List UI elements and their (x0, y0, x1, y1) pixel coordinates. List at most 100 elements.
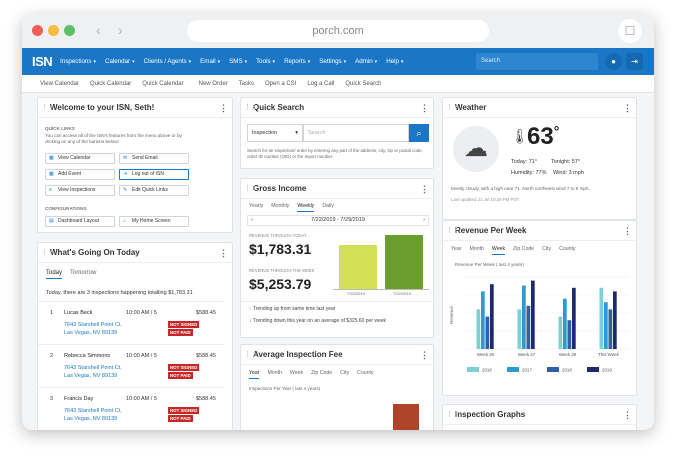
panel-menu-icon[interactable]: ⋮ (219, 103, 228, 113)
layout-icon: ▤ (49, 218, 54, 224)
subnav-quick-search[interactable]: Quick Search (345, 80, 382, 87)
nav-inspections[interactable]: Inspections ▾ (60, 58, 96, 65)
date-range-selector[interactable]: ‹ 7/22/2019 - 7/29/2019 › (247, 215, 429, 226)
nav-admin[interactable]: Admin ▾ (355, 58, 378, 65)
view-calendar-button[interactable]: ▦ View Calendar (45, 153, 115, 164)
tab-city[interactable]: City (340, 370, 350, 376)
subnav-new-order[interactable]: New Order (198, 80, 228, 87)
subnav-log-call[interactable]: Log a Call (307, 80, 335, 87)
quick-search-input[interactable]: Search (303, 124, 409, 142)
tab-month[interactable]: Month (267, 370, 282, 376)
address-link[interactable]: 7643 Starshell Point Ct, (64, 408, 122, 414)
revenue-week-value: $5,253.79 (249, 276, 312, 292)
tab-year[interactable]: Year (249, 370, 260, 379)
tab-zip-code[interactable]: Zip Code (311, 370, 333, 376)
table-row[interactable]: 3 Francis Day 10:00 AM / 5 $588.45 7643 … (38, 387, 224, 429)
chart-bar (490, 284, 494, 349)
chart-bar (572, 287, 576, 349)
table-row[interactable]: 2 Rebecca Simmons 10:00 AM / 5 $588.45 7… (38, 344, 224, 386)
weather-description: Mostly cloudy, with a high near 71. Nort… (451, 186, 590, 191)
dashboard-layout-button[interactable]: ▤ Dashboard Layout (45, 216, 115, 227)
panel-menu-icon[interactable]: ⋮ (623, 226, 632, 236)
panel-menu-icon[interactable]: ⋮ (219, 248, 228, 258)
chat-icon[interactable]: ● (605, 53, 622, 70)
chart-bar (517, 309, 522, 349)
nav-calendar[interactable]: Calendar ▾ (105, 58, 135, 65)
tab-daily[interactable]: Daily (322, 203, 334, 209)
nav-email[interactable]: Email ▾ (200, 58, 221, 65)
panel-menu-icon[interactable]: ⋮ (623, 103, 632, 113)
tab-county[interactable]: County (559, 246, 576, 252)
tab-year[interactable]: Year (451, 246, 462, 252)
address-link-city[interactable]: Las Vegas, NV 89139 (64, 416, 118, 422)
address-link-city[interactable]: Las Vegas, NV 89139 (64, 373, 118, 379)
maximize-window-button[interactable] (64, 25, 75, 36)
panel-menu-icon[interactable]: ⋮ (420, 184, 429, 194)
address-link[interactable]: 7643 Starshell Point Ct, (64, 322, 122, 328)
send-email-button[interactable]: ✉ Send Email (119, 153, 189, 164)
chevron-right-icon[interactable]: › (423, 217, 425, 223)
logout-button[interactable]: ⇥ Log out of ISN (119, 169, 189, 180)
subnav-quick-calendar[interactable]: Quick Calendar (89, 80, 132, 87)
nav-clients-agents[interactable]: Clients / Agents ▾ (143, 58, 192, 65)
tab-month[interactable]: Month (469, 246, 484, 252)
subnav-tasks[interactable]: Tasks (238, 80, 254, 87)
add-event-button[interactable]: ▦ Add Event (45, 169, 115, 180)
revenue-week-title: ⋮⋮ Revenue Per Week ⋮ (443, 221, 636, 241)
address-link[interactable]: 7643 Starshell Point Ct, (64, 365, 122, 371)
tab-week[interactable]: Week (289, 370, 304, 376)
panel-menu-icon[interactable]: ⋮ (420, 103, 429, 113)
nav-sms[interactable]: SMS ▾ (229, 58, 248, 65)
revenue-week-label: REVENUE THROUGH THE WEEK (249, 268, 315, 273)
table-row[interactable]: 1 Lucas Beck 10:00 AM / 5 $588.45 7643 S… (38, 301, 224, 343)
status-badge: NOT SIGNED (168, 321, 200, 328)
chevron-left-icon[interactable]: ‹ (251, 217, 253, 223)
global-search-input[interactable]: Search (476, 53, 598, 70)
welcome-intro: You can access all of the ISN's features… (45, 133, 182, 144)
isn-logo[interactable]: ISN (32, 54, 53, 69)
subnav-view-calendar[interactable]: View Calendar (40, 80, 79, 87)
address-link-city[interactable]: Las Vegas, NV 89139 (64, 330, 118, 336)
chart-bar (485, 316, 490, 349)
inspection-amount: $588.45 (196, 396, 216, 402)
nav-reports[interactable]: Reports ▾ (284, 58, 311, 65)
status-badge: NOT PAID (168, 415, 193, 422)
tab-city[interactable]: City (542, 246, 552, 252)
logout-icon[interactable]: ⇥ (626, 53, 643, 70)
today-temp: Today: 71° (511, 159, 538, 165)
forward-arrow-icon[interactable]: › (118, 22, 123, 38)
chat-bubble-icon[interactable]: ☐ (618, 19, 642, 43)
search-button[interactable]: ⌕ (409, 124, 429, 142)
edit-icon: ✎ (123, 187, 128, 193)
tab-weekly[interactable]: Weekly (297, 203, 315, 212)
legend-swatch (587, 367, 599, 372)
my-home-screen-button[interactable]: ⌂ My Home Screen (119, 216, 189, 227)
tab-tomorrow[interactable]: Tomorrow (70, 270, 97, 276)
chevron-down-icon: ▾ (295, 130, 298, 136)
chart-bar (393, 404, 419, 430)
tab-monthly[interactable]: Monthly (271, 203, 290, 209)
panel-menu-icon[interactable]: ⋮ (623, 410, 632, 420)
weather-title: ⋮⋮ Weather ⋮ (443, 98, 636, 118)
nav-tools[interactable]: Tools ▾ (256, 58, 276, 65)
nav-help[interactable]: Help ▾ (386, 58, 404, 65)
tab-yearly[interactable]: Yearly (249, 203, 264, 209)
panel-menu-icon[interactable]: ⋮ (420, 350, 429, 360)
back-arrow-icon[interactable]: ‹ (96, 22, 101, 38)
close-window-button[interactable] (32, 25, 43, 36)
status-badge: NOT SIGNED (168, 407, 200, 414)
edit-quick-links-button[interactable]: ✎ Edit Quick Links (119, 185, 189, 196)
url-bar[interactable]: porch.com (187, 20, 489, 42)
nav-settings[interactable]: Settings ▾ (319, 58, 347, 65)
subnav-quick-calendar-2[interactable]: Quick Calendar (142, 80, 184, 87)
chart-bar (385, 235, 423, 289)
chart-bar (522, 285, 526, 349)
tab-today[interactable]: Today (46, 270, 63, 279)
tab-county[interactable]: County (357, 370, 374, 376)
tab-week[interactable]: Week (491, 246, 506, 255)
minimize-window-button[interactable] (48, 25, 59, 36)
view-inspections-button[interactable]: ≡ View Inspections (45, 185, 115, 196)
search-type-select[interactable]: Inspection ▾ (247, 124, 303, 142)
tab-zip-code[interactable]: Zip Code (513, 246, 535, 252)
subnav-open-csi[interactable]: Open a CSI (265, 80, 297, 87)
